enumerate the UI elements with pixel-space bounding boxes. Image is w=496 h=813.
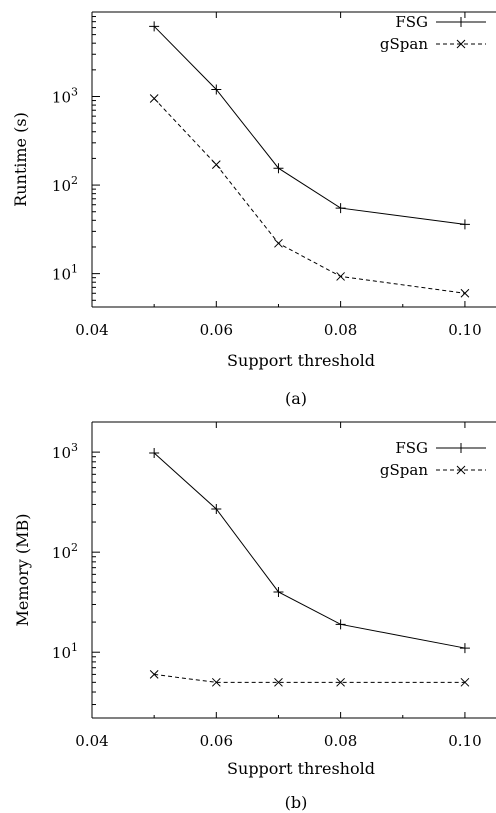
chart-b-y-tick-label: 101 <box>52 641 78 662</box>
chart-b-series-gspan-point <box>211 677 221 687</box>
chart-a-series-gspan-point <box>149 94 159 103</box>
chart-a-series-fsg-point <box>459 219 470 230</box>
chart-b-series-fsg-point <box>149 447 160 458</box>
chart-b-series-fsg-point <box>459 643 470 654</box>
chart-a-legend-label-fsg: FSG <box>395 13 428 31</box>
chart-a-legend-label-gspan: gSpan <box>380 35 428 53</box>
chart-a-series-gspan-point <box>211 160 221 170</box>
chart-b-x-tick-label: 0.08 <box>324 732 357 750</box>
chart-b-x-tick-label: 0.10 <box>448 732 481 750</box>
chart-a-y-tick-label: 103 <box>52 86 78 107</box>
chart-b-legend-label-gspan: gSpan <box>380 461 428 479</box>
chart-a-y-tick-label: 102 <box>52 174 78 195</box>
chart-a-series-fsg-point <box>335 203 346 214</box>
chart-a-x-tick-label: 0.04 <box>75 321 108 339</box>
chart-a-series-fsg-point <box>149 21 160 32</box>
chart-a-series-gspan-point <box>274 238 283 248</box>
chart-b-caption: (b) <box>285 793 308 812</box>
chart-a-x-tick-label: 0.08 <box>324 321 357 339</box>
chart-b-x-axis-label: Support threshold <box>227 759 375 778</box>
chart-a-caption: (a) <box>285 389 307 408</box>
chart-a-x-axis-label: Support threshold <box>227 351 375 370</box>
chart-b-legend-marker-fsg <box>456 443 466 453</box>
chart-b-series-fsg-line <box>153 452 466 649</box>
chart-b-series-gspan-point <box>460 677 470 687</box>
chart-b-y-axis-label: Memory (MB) <box>13 513 32 626</box>
chart-b-x-tick-label: 0.06 <box>200 732 233 750</box>
chart-b-y-tick-label: 103 <box>52 441 78 462</box>
chart-a-series-gspan-point <box>336 272 345 281</box>
chart-b-series-gspan-point <box>149 670 159 679</box>
chart-a-x-tick-label: 0.06 <box>200 321 233 339</box>
chart-b-series-fsg-point <box>335 619 346 630</box>
chart-a-series-gspan-line <box>153 98 465 294</box>
chart-b-series-fsg-point <box>273 586 284 597</box>
chart-b-legend-label-fsg: FSG <box>395 439 428 457</box>
chart-a-series-gspan-point <box>460 288 470 298</box>
chart-b-series-fsg-point <box>211 504 222 515</box>
chart-a-series-fsg-line <box>153 25 465 225</box>
chart-b-series-gspan-point <box>336 677 345 687</box>
chart-b-legend-marker-gspan <box>456 465 466 475</box>
chart-b-y-tick-label: 102 <box>52 541 78 562</box>
chart-b-series-gspan-line <box>154 673 465 683</box>
chart-a-series-fsg-point <box>211 84 222 95</box>
chart-b-x-tick-label: 0.04 <box>75 732 108 750</box>
chart-a-legend-marker-fsg <box>456 17 466 27</box>
chart-a-y-axis-label: Runtime (s) <box>11 112 30 207</box>
chart-a-y-tick-label: 101 <box>52 263 78 284</box>
chart-a-series-fsg-point <box>273 163 284 174</box>
chart-b-series-gspan-point <box>274 677 283 687</box>
chart-a-legend-marker-gspan <box>456 39 466 49</box>
chart-a-x-tick-label: 0.10 <box>448 321 481 339</box>
